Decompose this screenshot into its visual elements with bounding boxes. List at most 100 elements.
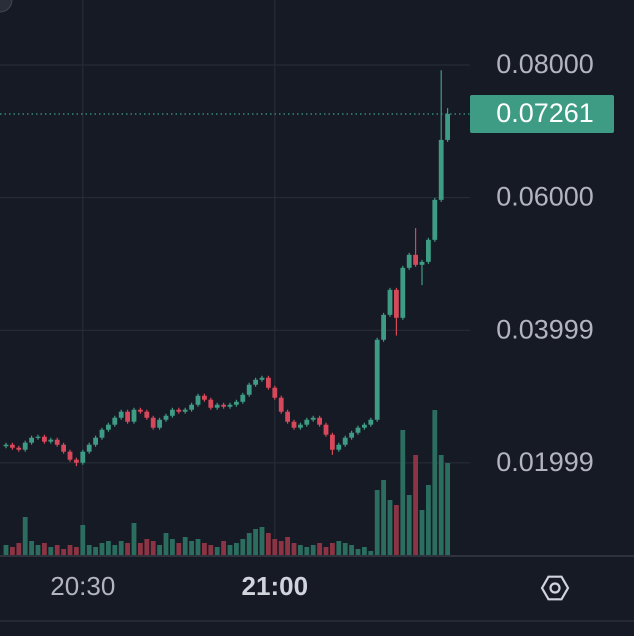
volume-bar <box>80 525 86 555</box>
candle-body <box>29 437 34 443</box>
volume-bar <box>298 545 303 555</box>
grid <box>0 0 470 555</box>
candle-body <box>202 395 207 400</box>
volume-bar <box>400 430 406 555</box>
volume-bar <box>150 541 156 555</box>
candle-body <box>176 409 182 412</box>
volume-bar <box>125 543 130 555</box>
candle-body <box>74 459 79 463</box>
candle-body <box>349 432 354 438</box>
candle-body <box>150 417 156 428</box>
candle-body <box>48 439 54 442</box>
candle-body <box>355 427 361 433</box>
candle-body <box>298 424 303 428</box>
volume-bar <box>234 543 239 555</box>
candle-body <box>240 394 246 402</box>
axis-layer: 0.08000 0.06000 0.03999 0.01999 20:30 21:00 0.… <box>0 49 614 601</box>
last-price-box <box>470 94 614 133</box>
volume-bar <box>387 500 393 555</box>
settings-button[interactable] <box>540 575 570 601</box>
volume-bar <box>16 543 22 555</box>
volume-bar <box>35 545 41 555</box>
candle-body <box>35 436 41 438</box>
candle-body <box>189 404 194 410</box>
candle-body <box>227 404 233 407</box>
candle-body <box>42 436 47 442</box>
candle-body <box>22 442 28 450</box>
candle-body <box>86 444 92 452</box>
volume-bar <box>432 410 438 555</box>
volume-bar <box>131 523 137 555</box>
volume-bar <box>138 543 143 555</box>
corner-button[interactable] <box>0 0 13 13</box>
candle-body <box>317 417 322 425</box>
candle-body <box>253 379 258 385</box>
volume-bar <box>394 505 399 555</box>
candle-body <box>208 399 214 408</box>
candle-body <box>112 417 118 425</box>
candle-body <box>259 377 265 380</box>
volume-bar <box>381 480 386 555</box>
volume-bar <box>10 547 15 555</box>
y-tick-label: 0.01999 <box>496 447 594 477</box>
candle-body <box>93 437 98 445</box>
candle-body <box>16 447 22 450</box>
volume-bar <box>221 541 226 555</box>
volume-bar <box>291 543 297 555</box>
volume-bar <box>67 545 73 555</box>
volume-bar <box>413 455 418 555</box>
volume-bar <box>189 541 194 555</box>
volume-bar <box>74 547 79 555</box>
candle-body <box>266 377 271 388</box>
volume-bar <box>182 537 188 555</box>
volume-bar <box>406 495 412 555</box>
candle-body <box>163 415 169 420</box>
volume-bar <box>176 543 182 555</box>
candle-body <box>394 289 399 318</box>
candle-body <box>291 421 297 428</box>
candle-body <box>54 439 60 445</box>
candle-body <box>272 387 278 398</box>
candle-body <box>61 444 66 452</box>
volume-bar <box>93 547 98 555</box>
volume-bar <box>157 545 162 555</box>
volume-bar <box>330 543 335 555</box>
candle-body <box>362 424 367 428</box>
candle-body <box>381 314 386 340</box>
volume-bar <box>214 547 220 555</box>
volume-bar <box>54 545 60 555</box>
volume-bar <box>48 547 54 555</box>
candle-body <box>144 411 150 418</box>
volume-bar <box>419 510 425 555</box>
candle-body <box>182 409 188 412</box>
volume-bar <box>227 545 233 555</box>
candle-body <box>323 424 329 435</box>
volume-bar <box>342 543 348 555</box>
candle-layer <box>3 70 450 467</box>
volume-bar <box>438 455 444 555</box>
candle-body <box>157 419 162 428</box>
volume-bar <box>144 539 150 555</box>
candle-body <box>387 289 393 315</box>
volume-bar <box>118 541 124 555</box>
volume-bar <box>304 547 310 555</box>
candle-body <box>3 444 9 447</box>
x-tick-label: 20:30 <box>50 571 115 601</box>
volume-bar <box>106 541 111 555</box>
volume-bar <box>266 533 271 555</box>
candle-body <box>131 409 137 422</box>
volume-bar <box>323 547 329 555</box>
volume-bar <box>259 527 265 555</box>
volume-bar <box>240 539 246 555</box>
y-tick-label: 0.08000 <box>496 49 594 79</box>
volume-bar <box>3 545 9 555</box>
volume-bar <box>42 543 47 555</box>
volume-bar <box>99 543 105 555</box>
volume-bar <box>317 543 322 555</box>
candle-body <box>170 409 175 416</box>
volume-bar <box>362 547 367 555</box>
candle-body <box>310 417 316 420</box>
candle-body <box>195 395 201 405</box>
